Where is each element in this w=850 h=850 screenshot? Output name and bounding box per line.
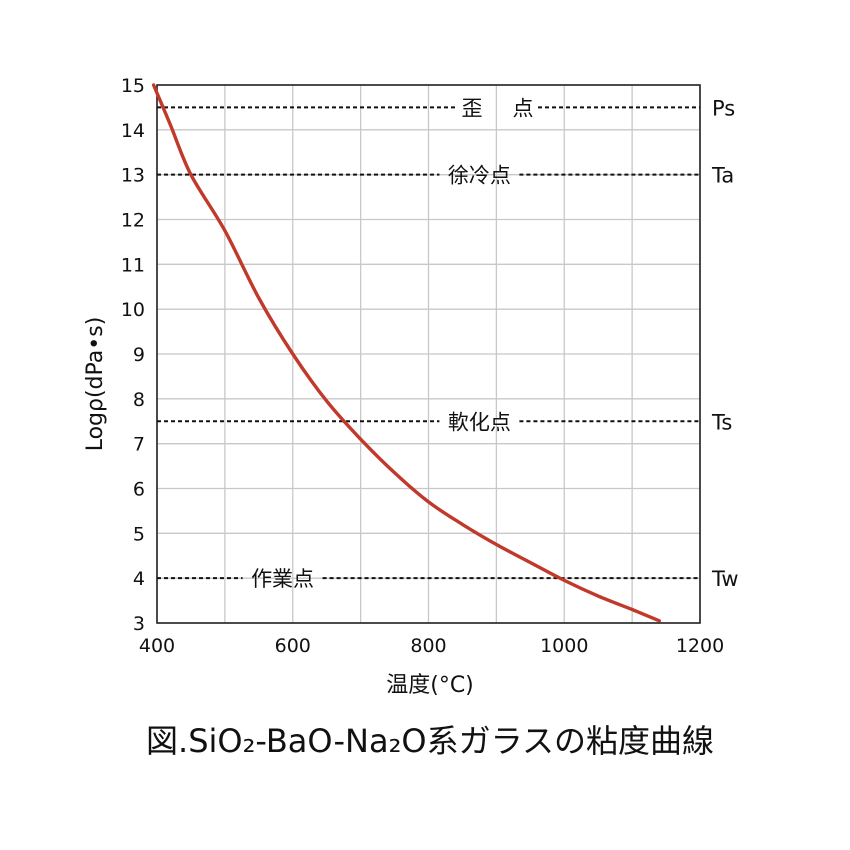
y-tick-label: 14 xyxy=(121,120,145,142)
ref-right-label: Ts xyxy=(711,410,732,434)
reference-lines: 歪 点 Ps 徐冷点 Ta 軟化点 Ts 作業点 Tw xyxy=(157,96,739,591)
y-tick-label: 6 xyxy=(133,479,145,501)
y-tick-label: 8 xyxy=(133,389,145,411)
y-tick-label: 7 xyxy=(133,434,145,456)
viscosity-line xyxy=(151,83,661,623)
ref-label: 徐冷点 xyxy=(448,164,511,188)
viscosity-curve xyxy=(151,83,661,623)
y-tick-label: 12 xyxy=(121,210,145,232)
y-tick-label: 3 xyxy=(133,613,145,635)
y-tick-label: 4 xyxy=(133,568,145,590)
x-tick-label: 600 xyxy=(275,635,311,657)
y-tick-label: 13 xyxy=(121,165,145,187)
ref-label-right: 点 xyxy=(513,96,534,120)
x-tick-labels: 400 600 800 1000 1200 xyxy=(139,635,724,657)
plot-frame xyxy=(156,84,701,624)
ref-right-label: Ta xyxy=(711,164,734,188)
y-tick-label: 11 xyxy=(121,254,145,276)
ref-right-label: Tw xyxy=(711,567,739,591)
plot-border xyxy=(156,84,701,624)
ref-right-label: Ps xyxy=(712,96,735,120)
ref-label: 軟化点 xyxy=(448,410,511,434)
y-tick-label: 9 xyxy=(133,344,145,366)
chart-caption: 図.SiO₂-BaO-Na₂O系ガラスの粘度曲線 xyxy=(146,722,714,760)
grid-lines xyxy=(156,84,701,624)
x-tick-label: 1200 xyxy=(676,635,724,657)
x-axis-title: 温度(°C) xyxy=(386,673,474,698)
y-tick-labels: 3 4 5 6 7 8 9 10 11 12 13 14 15 xyxy=(121,75,145,635)
y-axis-title: Logρ(dPa•s) xyxy=(83,317,108,452)
y-tick-label: 10 xyxy=(121,299,145,321)
x-tick-label: 1000 xyxy=(540,635,588,657)
y-tick-label: 15 xyxy=(121,75,145,97)
ref-label: 作業点 xyxy=(251,567,314,591)
x-tick-label: 400 xyxy=(139,635,175,657)
y-tick-label: 5 xyxy=(133,523,145,545)
ref-label-left: 歪 xyxy=(462,96,483,120)
x-tick-label: 800 xyxy=(410,635,446,657)
